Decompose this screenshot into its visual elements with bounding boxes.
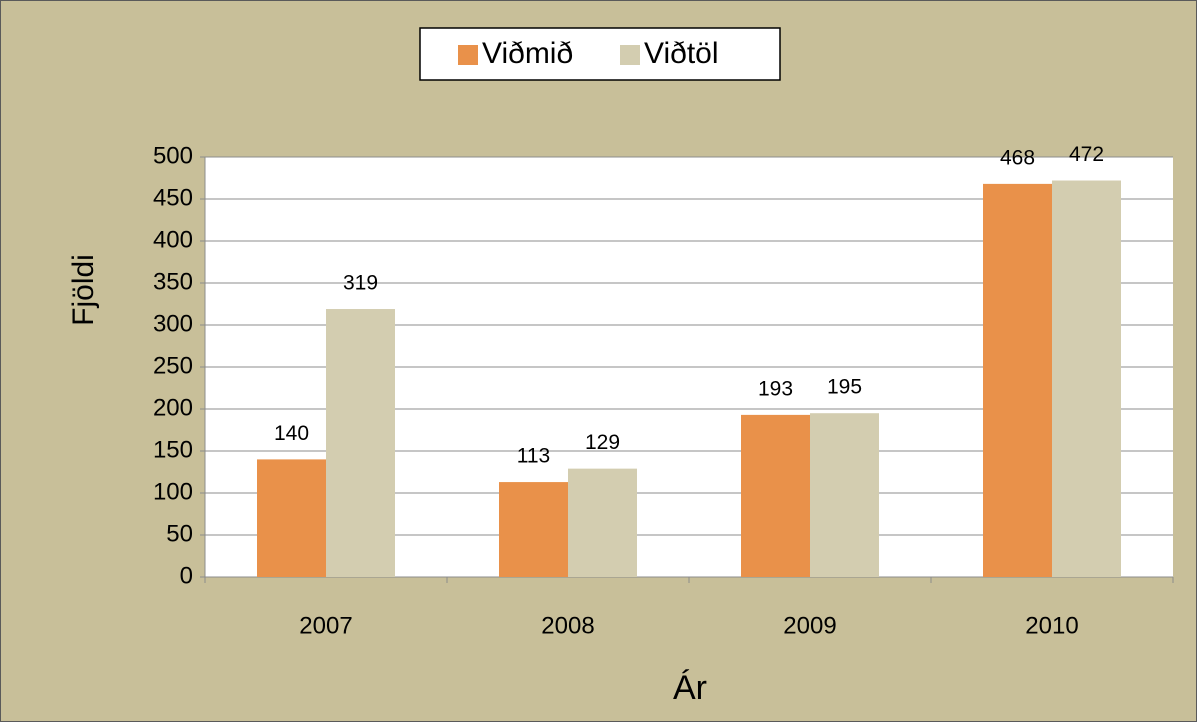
y-tick-label: 400 [153, 226, 193, 253]
data-label: 113 [517, 445, 550, 468]
legend-swatch [620, 45, 640, 65]
legend-swatch [458, 45, 478, 65]
y-tick-label: 450 [153, 184, 193, 211]
data-label: 472 [1069, 143, 1104, 166]
data-label: 193 [758, 377, 793, 400]
x-tick-label: 2009 [783, 612, 836, 639]
data-label: 319 [343, 272, 378, 295]
y-tick-label: 0 [180, 562, 193, 589]
y-tick-label: 200 [153, 394, 193, 421]
bar [983, 183, 1052, 577]
x-tick-label: 2008 [541, 612, 594, 639]
x-axis-label: Ár [673, 669, 707, 707]
y-tick-label: 350 [153, 268, 193, 295]
x-tick-label: 2007 [299, 612, 352, 639]
legend-label: Viðtöl [644, 37, 719, 70]
legend-label: Viðmið [482, 37, 573, 70]
legend-box [419, 27, 781, 81]
bar [1052, 180, 1121, 577]
data-label: 468 [1000, 146, 1035, 169]
bar [810, 413, 879, 577]
y-tick-label: 250 [153, 352, 193, 379]
y-tick-label: 50 [166, 520, 193, 547]
y-tick-label: 100 [153, 478, 193, 505]
y-tick-label: 500 [153, 142, 193, 169]
y-tick-label: 300 [153, 310, 193, 337]
bar [499, 482, 568, 577]
data-label: 140 [274, 422, 309, 445]
bar [568, 468, 637, 577]
x-tick-label: 2010 [1025, 612, 1078, 639]
data-label: 195 [827, 376, 862, 399]
bar [326, 309, 395, 577]
bar [741, 414, 810, 577]
y-axis-label: Fjöldi [67, 254, 100, 326]
bar [257, 459, 326, 577]
data-label: 129 [585, 431, 620, 454]
y-tick-label: 150 [153, 436, 193, 463]
